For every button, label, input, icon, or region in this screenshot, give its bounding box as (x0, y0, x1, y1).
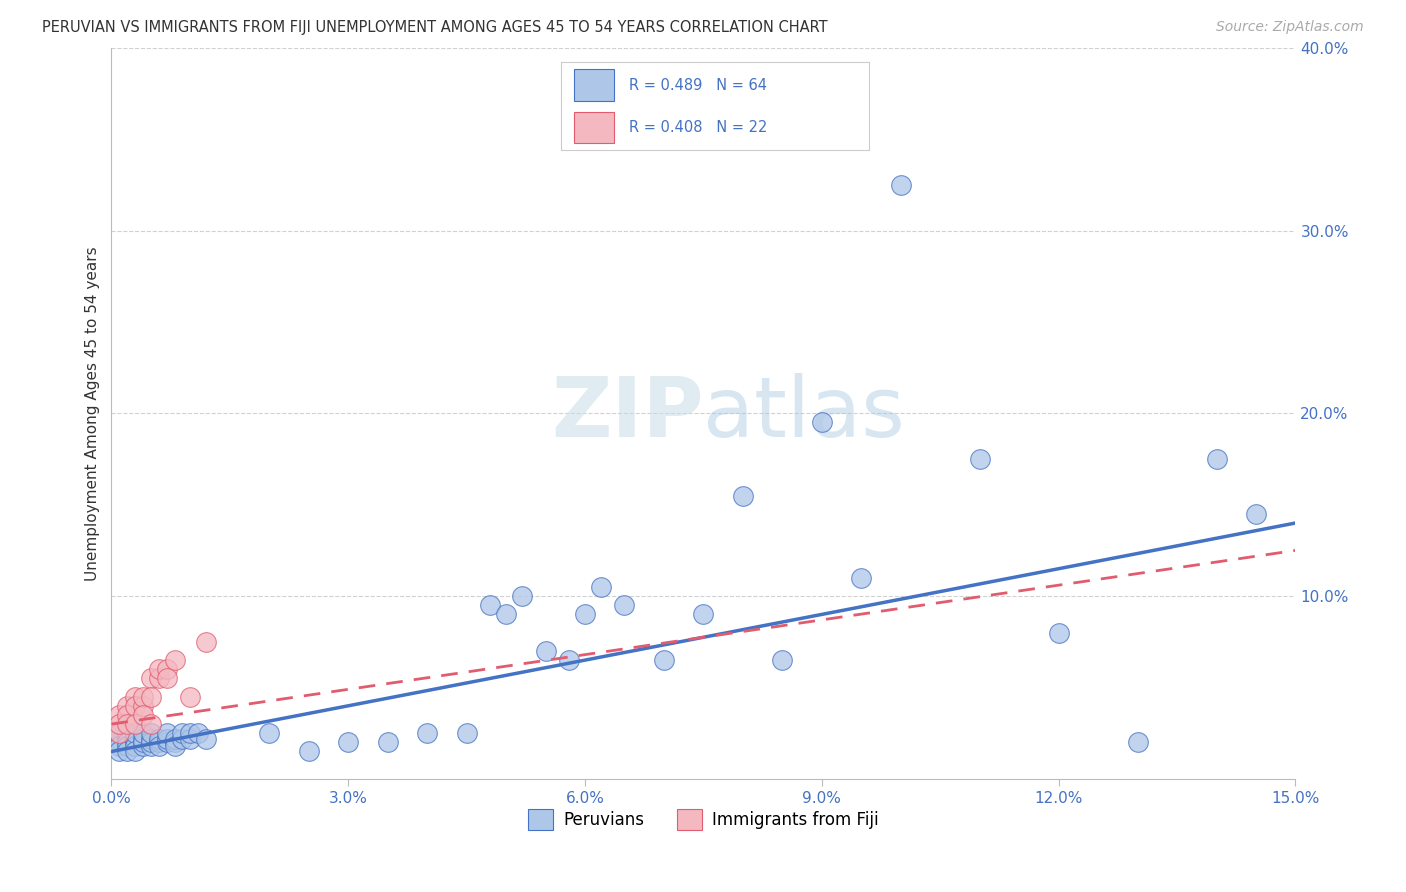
Point (851, 571, 873, 585)
Point (139, 739, 162, 753)
Point (337, 735, 360, 749)
Point (163, 735, 186, 749)
Point (132, 690, 155, 704)
Point (377, 735, 399, 749)
Point (115, 744, 138, 758)
Point (479, 599, 502, 613)
Point (124, 744, 146, 758)
Point (139, 735, 162, 749)
Point (115, 698, 138, 713)
Point (195, 635, 218, 649)
Point (115, 739, 138, 753)
Point (1205, 452, 1227, 467)
Point (108, 744, 131, 758)
Point (124, 698, 146, 713)
Point (156, 662, 179, 676)
Point (259, 726, 281, 740)
Point (589, 580, 612, 594)
Point (187, 726, 209, 740)
Point (172, 726, 194, 740)
Point (132, 735, 155, 749)
Point (139, 717, 162, 731)
Point (124, 735, 146, 749)
Text: ZIP: ZIP (551, 373, 703, 454)
Point (115, 731, 138, 746)
Point (148, 735, 170, 749)
Text: atlas: atlas (703, 373, 905, 454)
Y-axis label: Unemployment Among Ages 45 to 54 years: Unemployment Among Ages 45 to 54 years (86, 246, 100, 581)
Point (115, 735, 138, 749)
Point (132, 708, 155, 723)
Point (179, 731, 201, 746)
Point (148, 672, 170, 686)
Point (298, 744, 321, 758)
Point (156, 735, 179, 749)
Point (108, 726, 131, 740)
Point (195, 731, 218, 746)
Point (156, 672, 179, 686)
Point (148, 662, 170, 676)
Point (148, 739, 170, 753)
Point (163, 653, 186, 667)
Point (124, 731, 146, 746)
Point (139, 726, 162, 740)
Point (108, 726, 131, 740)
Point (124, 739, 146, 753)
Point (108, 717, 131, 731)
Point (132, 698, 155, 713)
Text: PERUVIAN VS IMMIGRANTS FROM FIJI UNEMPLOYMENT AMONG AGES 45 TO 54 YEARS CORRELAT: PERUVIAN VS IMMIGRANTS FROM FIJI UNEMPLO… (42, 20, 828, 35)
Point (115, 708, 138, 723)
Point (139, 690, 162, 704)
Point (139, 672, 162, 686)
Point (124, 717, 146, 731)
Point (558, 653, 581, 667)
Point (890, 178, 912, 192)
Point (108, 739, 131, 753)
Point (652, 653, 675, 667)
Point (124, 690, 146, 704)
Point (132, 731, 155, 746)
Point (692, 607, 714, 622)
Point (108, 735, 131, 749)
Point (811, 416, 834, 430)
Point (139, 731, 162, 746)
Point (510, 589, 533, 603)
Point (495, 607, 517, 622)
Point (115, 726, 138, 740)
Point (969, 452, 991, 467)
Point (456, 726, 478, 740)
Point (179, 726, 201, 740)
Point (1047, 625, 1070, 640)
Point (534, 644, 557, 658)
Point (108, 731, 131, 746)
Text: Source: ZipAtlas.com: Source: ZipAtlas.com (1216, 20, 1364, 34)
Point (770, 653, 793, 667)
Point (731, 489, 754, 503)
Point (132, 726, 155, 740)
Point (156, 731, 179, 746)
Point (163, 731, 186, 746)
Point (574, 607, 596, 622)
Point (179, 690, 201, 704)
Point (172, 731, 194, 746)
Point (108, 708, 131, 723)
Point (132, 739, 155, 753)
Point (613, 599, 636, 613)
Point (124, 726, 146, 740)
Legend: Peruvians, Immigrants from Fiji: Peruvians, Immigrants from Fiji (522, 803, 886, 837)
Point (163, 739, 186, 753)
Point (156, 726, 179, 740)
Point (1244, 507, 1267, 521)
Point (1126, 735, 1149, 749)
Point (416, 726, 439, 740)
Point (148, 731, 170, 746)
Point (115, 717, 138, 731)
